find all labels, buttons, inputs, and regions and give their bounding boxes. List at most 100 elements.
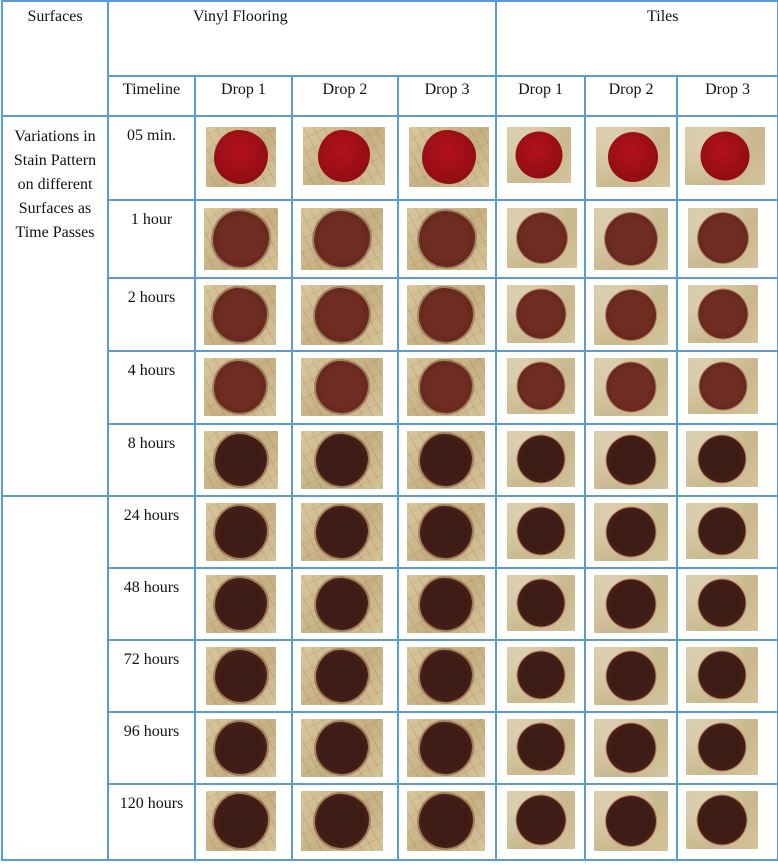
blood-stain xyxy=(517,435,565,483)
vinyl-drop-1-cell xyxy=(194,423,293,497)
vinyl-drop-3-cell xyxy=(396,115,498,201)
stain-photo xyxy=(594,575,669,633)
tiles-label: Tiles xyxy=(647,8,679,25)
blood-stain xyxy=(316,650,368,702)
blood-stain xyxy=(420,722,472,774)
tiles-drop-3-cell xyxy=(676,199,778,279)
stain-photo xyxy=(407,503,485,561)
tiles-drop-2-header: Drop 2 xyxy=(584,75,679,117)
vinyl-drop-1-cell xyxy=(194,277,293,352)
stain-photo xyxy=(206,503,276,561)
blood-stain xyxy=(316,434,368,486)
tiles-drop-3-cell xyxy=(676,423,778,497)
stain-photo xyxy=(507,503,576,559)
tiles-drop-2-cell xyxy=(584,423,679,497)
blood-stain xyxy=(605,213,658,265)
tiles-drop-2-cell xyxy=(584,199,679,279)
blood-stain xyxy=(698,579,746,627)
stain-photo xyxy=(685,127,766,185)
tiles-drop-3-cell xyxy=(676,567,778,641)
vinyl-drop-2-cell xyxy=(291,423,399,497)
blood-stain xyxy=(419,794,473,848)
vinyl-drop-1-cell xyxy=(194,199,293,279)
row-group-empty xyxy=(1,495,109,861)
tiles-drop-2-cell xyxy=(584,350,679,425)
stain-photo xyxy=(507,285,576,343)
stain-photo xyxy=(686,431,759,487)
blood-stain xyxy=(420,506,472,558)
timeline-cell: 1 hour xyxy=(107,199,196,279)
blood-stain xyxy=(698,723,746,771)
stain-photo xyxy=(206,647,276,705)
blood-stain xyxy=(214,794,268,848)
blood-stain xyxy=(420,650,472,702)
tiles-drop-2-cell xyxy=(584,783,679,861)
stain-photo xyxy=(407,719,485,777)
blood-stain xyxy=(215,578,267,630)
tiles-drop-2-cell xyxy=(584,495,679,569)
tiles-drop-3-cell xyxy=(676,350,778,425)
timeline-header: Timeline xyxy=(107,75,196,117)
stain-photo xyxy=(507,431,576,487)
stain-photo xyxy=(301,358,383,416)
vinyl-drop-1-cell xyxy=(194,495,293,569)
stain-photo xyxy=(594,791,669,851)
blood-stain xyxy=(420,434,472,486)
stain-photo xyxy=(686,503,759,559)
stain-photo xyxy=(507,575,576,631)
vinyl-drop-1-header: Drop 1 xyxy=(194,75,293,117)
blood-stain xyxy=(606,435,656,485)
vinyl-drop-3-cell xyxy=(396,423,498,497)
vinyl-drop-2-header: Drop 2 xyxy=(291,75,399,117)
blood-stain xyxy=(517,213,568,263)
stain-photo xyxy=(301,647,383,705)
tiles-header: Tiles xyxy=(495,0,778,77)
blood-stain xyxy=(419,288,473,342)
vinyl-drop-3-header: Drop 3 xyxy=(396,75,498,117)
vinyl-drop-3-cell xyxy=(396,495,498,569)
blood-stain xyxy=(315,288,369,342)
tiles-drop-3-header: Drop 3 xyxy=(676,75,778,117)
vinyl-drop-2-cell xyxy=(291,783,399,861)
blood-stain xyxy=(516,795,566,845)
table-row: 24 hours xyxy=(1,495,778,861)
table-row: 120 hours xyxy=(2,783,778,861)
stain-photo xyxy=(409,127,489,187)
vinyl-drop-3-cell xyxy=(396,199,498,279)
blood-stain xyxy=(517,507,565,555)
vinyl-drop-2-cell xyxy=(291,115,399,201)
stain-photo xyxy=(686,647,759,703)
blood-stain xyxy=(215,650,267,702)
stain-photo xyxy=(407,791,485,851)
table-row: 4 hours xyxy=(2,350,778,425)
blood-stain xyxy=(515,131,563,179)
vinyl-drop-2-cell xyxy=(291,199,399,279)
stain-photo xyxy=(688,285,759,343)
blood-stain xyxy=(606,362,656,412)
stain-photo xyxy=(686,719,759,775)
stain-photo xyxy=(301,791,383,851)
vinyl-drop-2-cell xyxy=(291,350,399,425)
timeline-cell: 4 hours xyxy=(107,350,196,425)
tiles-drop-2-cell xyxy=(584,277,679,352)
vinyl-drop-3-cell xyxy=(396,567,498,641)
blood-stain xyxy=(517,579,565,627)
blood-stain xyxy=(517,723,565,771)
vinyl-drop-2-cell xyxy=(291,711,399,785)
vinyl-drop-1-cell xyxy=(194,567,293,641)
vinyl-drop-1-cell xyxy=(194,350,293,425)
vinyl-flooring-header: Vinyl Flooring xyxy=(106,0,498,77)
blood-stain xyxy=(517,362,565,410)
timeline-cell: 120 hours xyxy=(107,783,196,861)
blood-stain xyxy=(316,506,368,558)
surfaces-header: Surfaces xyxy=(1,0,109,117)
table-row: 48 hours xyxy=(2,567,778,641)
stain-photo xyxy=(594,503,669,561)
stain-photo xyxy=(206,127,276,187)
table-row: 96 hours xyxy=(2,711,778,785)
table-row: 8 hours xyxy=(2,423,778,497)
stain-photo xyxy=(301,503,383,561)
tiles-drop-1-cell xyxy=(495,115,587,201)
blood-stain xyxy=(606,651,656,701)
stain-photo xyxy=(594,208,669,270)
